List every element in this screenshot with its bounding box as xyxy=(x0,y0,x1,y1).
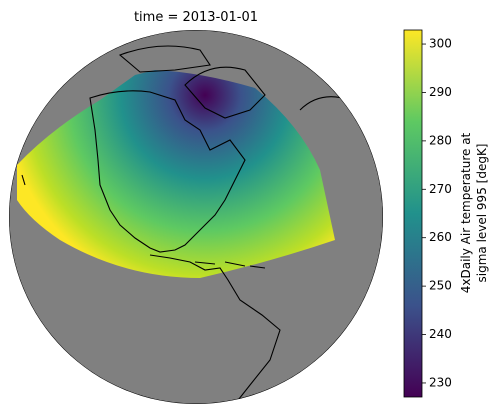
colorbar-scale xyxy=(403,29,423,398)
map-title: time = 2013-01-01 xyxy=(134,10,258,25)
colorbar-tick-label: 240 xyxy=(429,327,452,341)
colorbar: 230 240 250 260 270 280 290 300 xyxy=(403,29,452,398)
globe xyxy=(9,30,383,404)
colorbar-tick-label: 260 xyxy=(429,230,452,244)
colorbar-tick-label: 300 xyxy=(429,37,452,51)
colorbar-label: 4xDaily Air temperature at xyxy=(459,132,473,293)
temperature-field xyxy=(17,70,335,278)
colorbar-tick-label: 280 xyxy=(429,133,452,147)
colorbar-label: sigma level 995 [degK] xyxy=(475,144,489,283)
colorbar-tick-label: 290 xyxy=(429,85,452,99)
colorbar-tick-label: 250 xyxy=(429,279,452,293)
colorbar-tick-label: 230 xyxy=(429,375,452,389)
colorbar-tick-label: 270 xyxy=(429,182,452,196)
